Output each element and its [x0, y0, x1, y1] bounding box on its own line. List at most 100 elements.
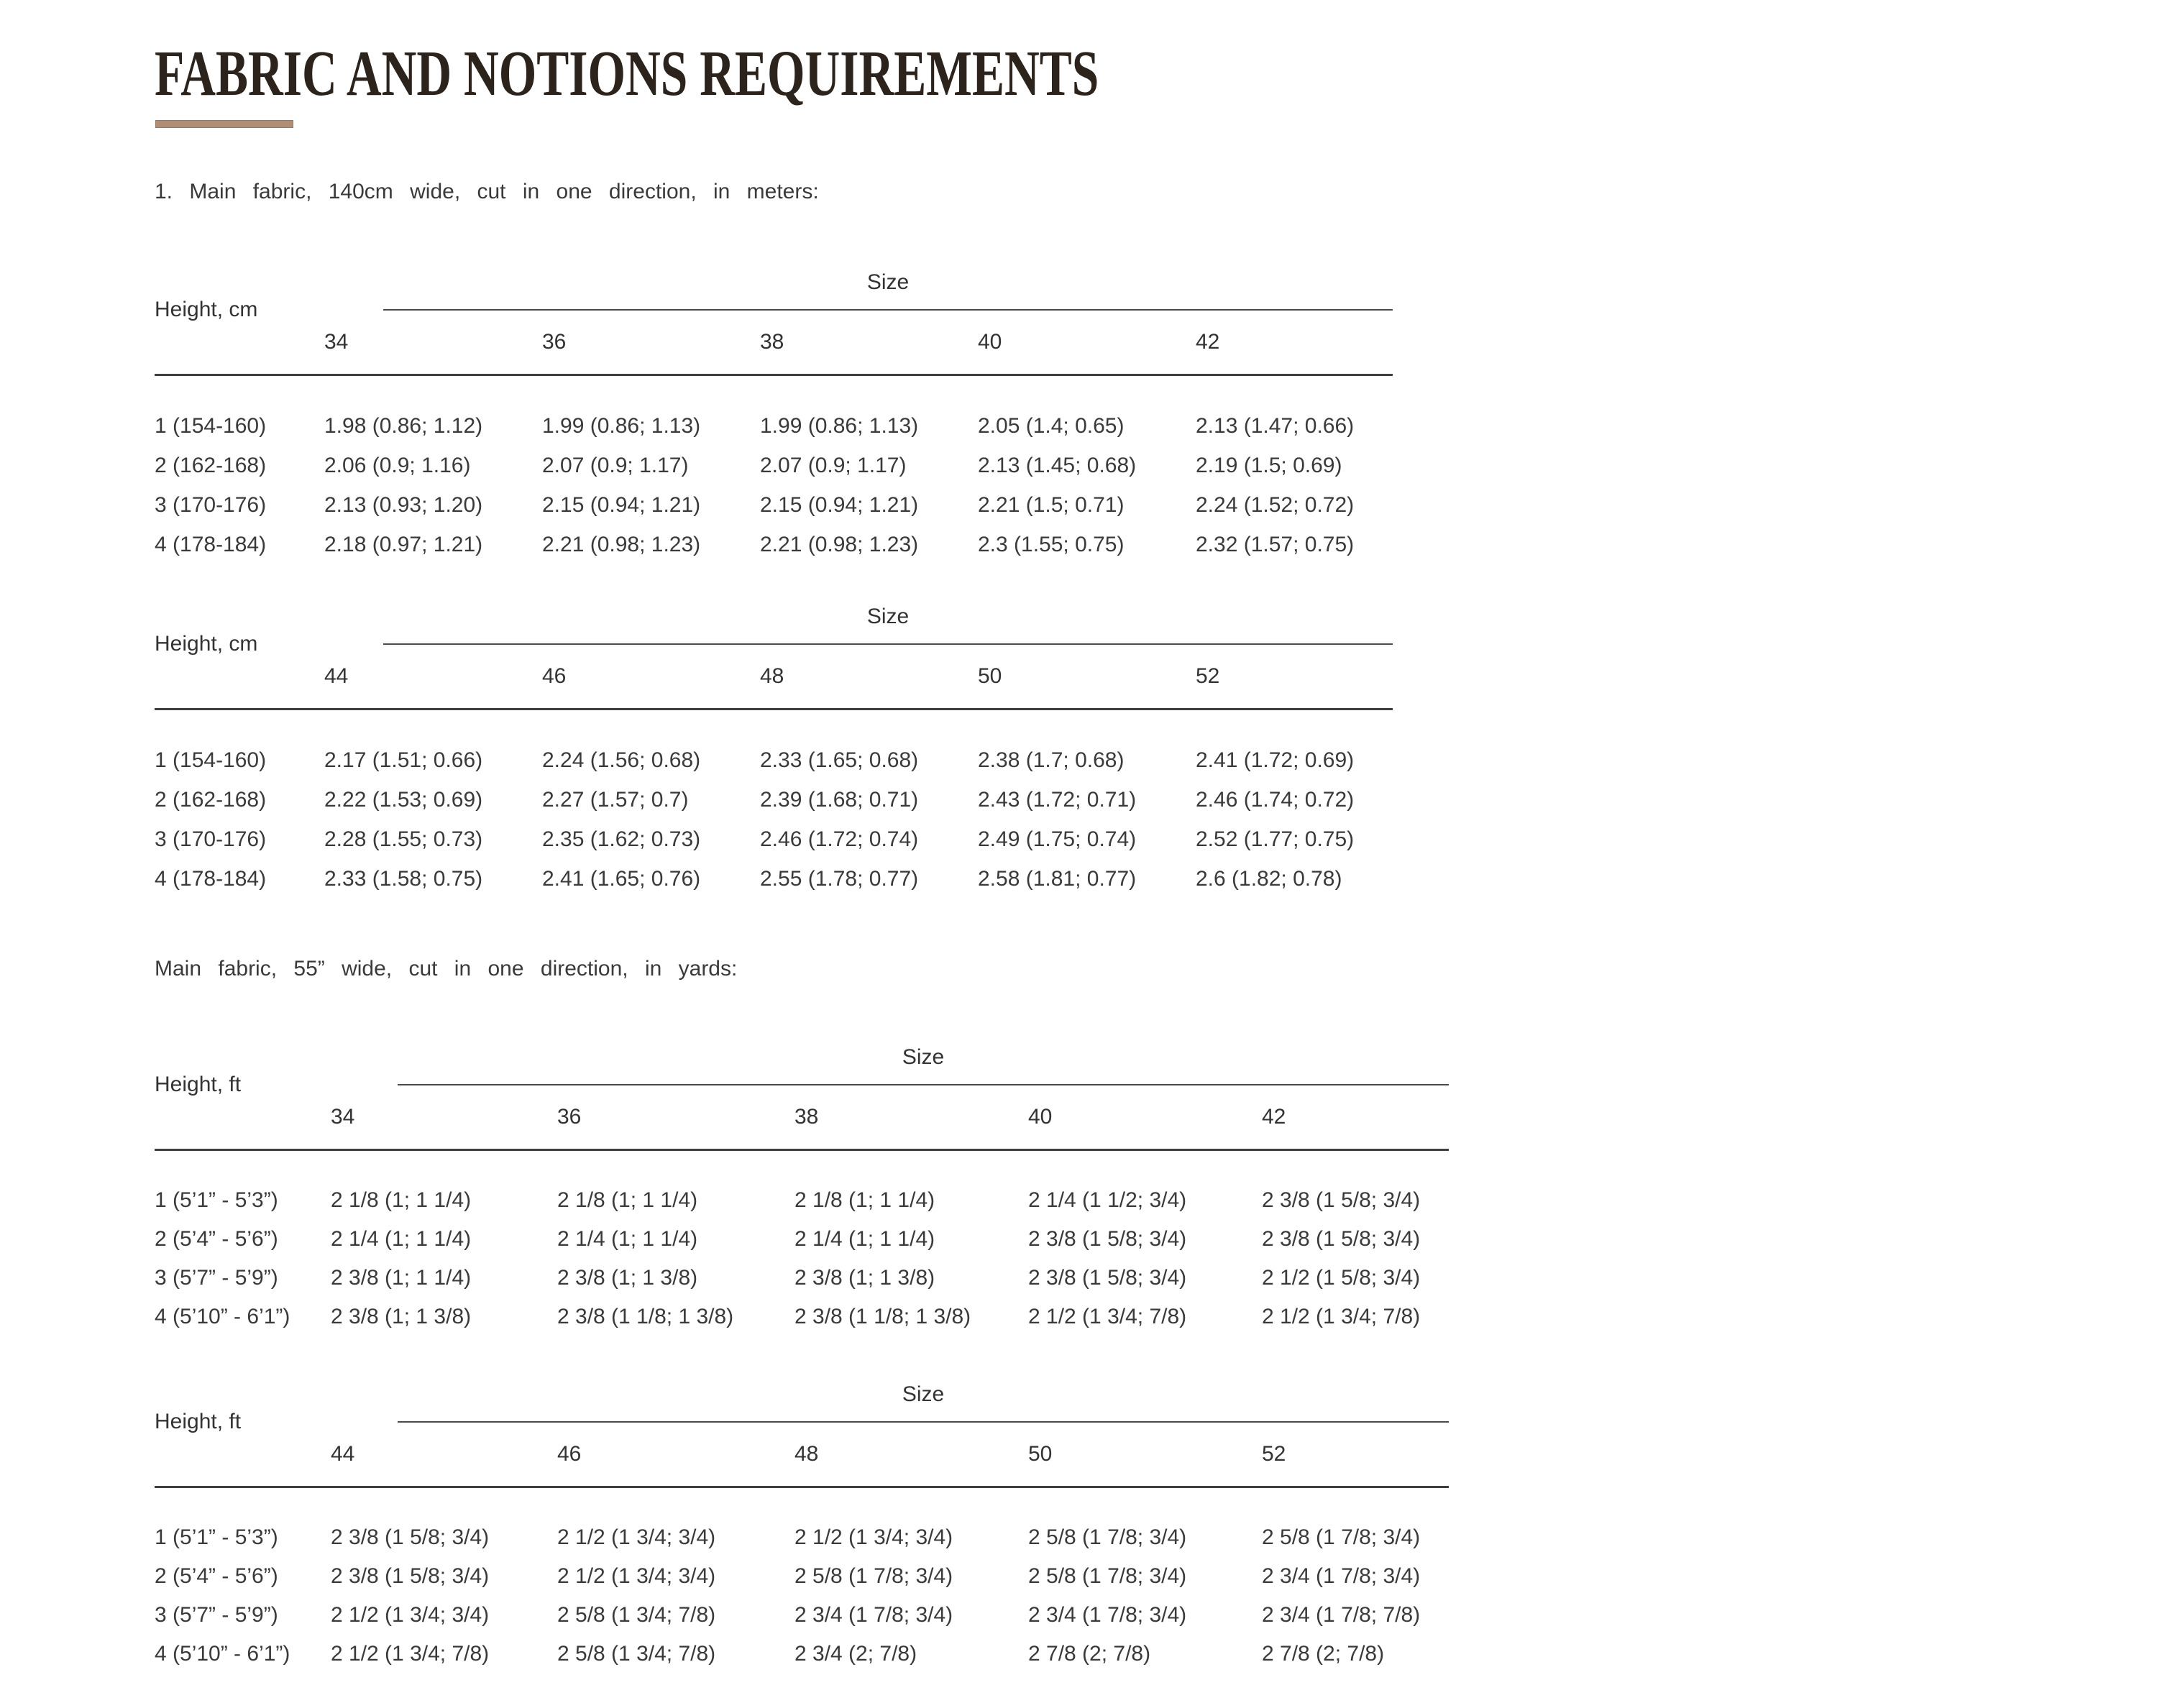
fabric-value-cell: 2 1/4 (1; 1 1/4)	[794, 1227, 935, 1251]
fabric-value-cell: 2 3/8 (1 5/8; 3/4)	[331, 1525, 490, 1549]
size-columns: 34 36 38 40 42	[155, 1085, 1449, 1151]
table-yards-sizes-34-42: Height, ft Size 34 36 38 40 42 1 (5’1” - 5’3…	[155, 1041, 1449, 1336]
fabric-value-cell: 2.35 (1.62; 0.73)	[542, 827, 701, 851]
fabric-value-cell: 2.55 (1.78; 0.77)	[760, 866, 919, 891]
fabric-value-cell: 2 3/4 (1 7/8; 7/8)	[1262, 1603, 1421, 1627]
size-column-header: 48	[794, 1442, 819, 1466]
row-height-label: 2 (162-168)	[155, 453, 267, 477]
fabric-value-cell: 2 1/2 (1 3/4; 7/8)	[1028, 1305, 1187, 1328]
table-row: 3 (5’7” - 5’9”) 2 1/2 (1 3/4; 3/4) 2 5/8 (…	[155, 1596, 1449, 1635]
table-row: 1 (154-160) 2.17 (1.51; 0.66) 2.24 (1.56; …	[155, 740, 1393, 780]
fabric-value-cell: 2 3/8 (1 1/8; 1 3/8)	[557, 1305, 734, 1328]
size-column-header: 40	[978, 330, 1002, 354]
table-row: 3 (5’7” - 5’9”) 2 3/8 (1; 1 1/4) 2 3/8 (1;…	[155, 1259, 1449, 1298]
fabric-value-cell: 2 5/8 (1 7/8; 3/4)	[1028, 1525, 1187, 1549]
fabric-value-cell: 2.15 (0.94; 1.21)	[760, 492, 919, 517]
fabric-value-cell: 2.05 (1.4; 0.65)	[978, 413, 1125, 438]
table-row: 4 (5’10” - 6’1”) 2 3/8 (1; 1 3/8) 2 3/8 (1…	[155, 1298, 1449, 1336]
fabric-value-cell: 2 1/4 (1; 1 1/4)	[557, 1227, 698, 1251]
fabric-value-cell: 2.46 (1.72; 0.74)	[760, 827, 919, 851]
fabric-value-cell: 1.99 (0.86; 1.13)	[760, 413, 919, 438]
intro-meters: 1. Main fabric, 140cm wide, cut in one d…	[155, 180, 819, 203]
height-label: Height, ft	[155, 1410, 242, 1433]
fabric-value-cell: 2 3/8 (1 5/8; 3/4)	[1028, 1227, 1187, 1251]
size-columns: 34 36 38 40 42	[155, 311, 1393, 376]
fabric-value-cell: 2.39 (1.68; 0.71)	[760, 787, 919, 812]
fabric-value-cell: 2 3/8 (1; 1 3/8)	[794, 1266, 935, 1290]
table-row: 3 (170-176) 2.13 (0.93; 1.20) 2.15 (0.94; …	[155, 485, 1393, 525]
size-columns: 44 46 48 50 52	[155, 645, 1393, 710]
table-header: Height, cm Size 44 46 48 50 52	[155, 600, 1393, 710]
table-row: 4 (178-184) 2.18 (0.97; 1.21) 2.21 (0.98; …	[155, 525, 1393, 564]
size-column-header: 42	[1196, 330, 1220, 354]
fabric-value-cell: 2.32 (1.57; 0.75)	[1196, 532, 1355, 556]
table-row: 2 (162-168) 2.06 (0.9; 1.16) 2.07 (0.9; 1.…	[155, 446, 1393, 485]
fabric-value-cell: 2.13 (0.93; 1.20)	[324, 492, 483, 517]
fabric-value-cell: 2 3/8 (1; 1 3/8)	[331, 1305, 472, 1328]
table-meters-sizes-34-42: Height, cm Size 34 36 38 40 42 1 (154-160) 1.…	[155, 266, 1393, 564]
fabric-value-cell: 2 1/8 (1; 1 1/4)	[557, 1188, 698, 1212]
fabric-value-cell: 2 1/2 (1 3/4; 3/4)	[331, 1603, 490, 1627]
fabric-value-cell: 2.18 (0.97; 1.21)	[324, 532, 483, 556]
fabric-value-cell: 2 1/2 (1 5/8; 3/4)	[1262, 1266, 1421, 1290]
fabric-value-cell: 2 5/8 (1 7/8; 3/4)	[1028, 1564, 1187, 1588]
fabric-value-cell: 2.17 (1.51; 0.66)	[324, 748, 483, 772]
table-row: 2 (162-168) 2.22 (1.53; 0.69) 2.27 (1.57; …	[155, 780, 1393, 819]
fabric-value-cell: 2 3/8 (1 1/8; 1 3/8)	[794, 1305, 971, 1328]
size-column-header: 36	[557, 1105, 582, 1129]
fabric-value-cell: 2 1/2 (1 3/4; 3/4)	[557, 1564, 716, 1588]
height-label: Height, ft	[155, 1073, 242, 1096]
size-column-header: 38	[794, 1105, 819, 1129]
table-body: 1 (154-160) 1.98 (0.86; 1.12) 1.99 (0.86; …	[155, 376, 1393, 564]
table-header: Height, ft Size 44 46 48 50 52	[155, 1378, 1449, 1488]
fabric-value-cell: 2.06 (0.9; 1.16)	[324, 453, 471, 477]
fabric-value-cell: 2.3 (1.55; 0.75)	[978, 532, 1125, 556]
size-column-header: 42	[1262, 1105, 1286, 1129]
size-header-rule: Size	[398, 1378, 1449, 1423]
table-meters-sizes-44-52: Height, cm Size 44 46 48 50 52 1 (154-160) 2.…	[155, 600, 1393, 899]
table-row: 3 (170-176) 2.28 (1.55; 0.73) 2.35 (1.62; …	[155, 819, 1393, 859]
fabric-value-cell: 2 3/8 (1 5/8; 3/4)	[1262, 1227, 1421, 1251]
table-row: 2 (5’4” - 5’6”) 2 3/8 (1 5/8; 3/4) 2 1/2 (…	[155, 1557, 1449, 1596]
size-label: Size	[902, 1382, 945, 1406]
size-column-header: 46	[557, 1442, 582, 1466]
table-row: 1 (5’1” - 5’3”) 2 1/8 (1; 1 1/4) 2 1/8 (1;…	[155, 1181, 1449, 1220]
size-column-header: 50	[1028, 1442, 1053, 1466]
row-height-label: 1 (154-160)	[155, 413, 267, 438]
fabric-value-cell: 2.21 (0.98; 1.23)	[760, 532, 919, 556]
row-height-label: 4 (178-184)	[155, 532, 267, 556]
fabric-value-cell: 2.21 (0.98; 1.23)	[542, 532, 701, 556]
fabric-value-cell: 2.43 (1.72; 0.71)	[978, 787, 1137, 812]
fabric-value-cell: 2.41 (1.65; 0.76)	[542, 866, 701, 891]
size-header-rule: Size	[398, 1041, 1449, 1085]
fabric-value-cell: 2.15 (0.94; 1.21)	[542, 492, 701, 517]
fabric-value-cell: 2 3/8 (1 5/8; 3/4)	[331, 1564, 490, 1588]
fabric-value-cell: 2.33 (1.65; 0.68)	[760, 748, 919, 772]
fabric-value-cell: 1.99 (0.86; 1.13)	[542, 413, 701, 438]
table-yards-sizes-44-52: Height, ft Size 44 46 48 50 52 1 (5’1” - 5’3…	[155, 1378, 1449, 1673]
row-height-label: 4 (5’10” - 6’1”)	[155, 1305, 290, 1328]
fabric-value-cell: 2 5/8 (1 3/4; 7/8)	[557, 1603, 716, 1627]
row-height-label: 3 (5’7” - 5’9”)	[155, 1603, 278, 1627]
size-column-header: 46	[542, 664, 567, 688]
row-height-label: 3 (5’7” - 5’9”)	[155, 1266, 278, 1290]
fabric-value-cell: 2 3/4 (1 7/8; 3/4)	[1262, 1564, 1421, 1588]
fabric-value-cell: 2.52 (1.77; 0.75)	[1196, 827, 1355, 851]
row-height-label: 2 (5’4” - 5’6”)	[155, 1564, 278, 1588]
row-height-label: 3 (170-176)	[155, 492, 267, 517]
row-height-label: 1 (5’1” - 5’3”)	[155, 1188, 278, 1212]
fabric-value-cell: 2 5/8 (1 7/8; 3/4)	[794, 1564, 953, 1588]
fabric-value-cell: 2 1/4 (1 1/2; 3/4)	[1028, 1188, 1187, 1212]
fabric-value-cell: 2 5/8 (1 3/4; 7/8)	[557, 1642, 716, 1666]
size-column-header: 40	[1028, 1105, 1053, 1129]
size-label: Size	[866, 270, 910, 294]
fabric-value-cell: 2 3/4 (2; 7/8)	[794, 1642, 917, 1666]
fabric-value-cell: 2.19 (1.5; 0.69)	[1196, 453, 1342, 477]
fabric-value-cell: 2 1/2 (1 3/4; 3/4)	[557, 1525, 716, 1549]
size-label: Size	[902, 1045, 945, 1069]
fabric-value-cell: 2 1/2 (1 3/4; 7/8)	[1262, 1305, 1421, 1328]
fabric-value-cell: 2 5/8 (1 7/8; 3/4)	[1262, 1525, 1421, 1549]
table-header: Height, ft Size 34 36 38 40 42	[155, 1041, 1449, 1151]
fabric-value-cell: 2 3/4 (1 7/8; 3/4)	[794, 1603, 953, 1627]
